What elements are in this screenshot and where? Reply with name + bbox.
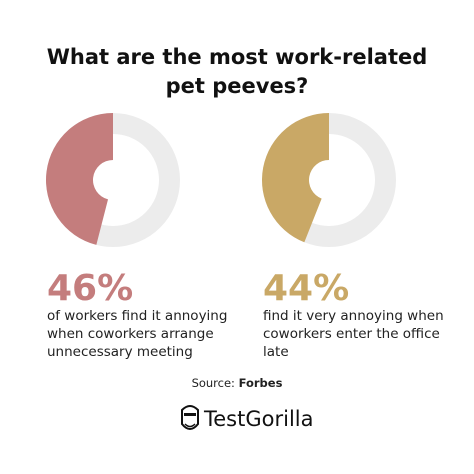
description: unnecessary meeting	[47, 344, 193, 360]
value-label: 46%	[47, 268, 133, 309]
donut-segment	[261, 113, 329, 243]
logo-icon	[181, 405, 199, 430]
description: find it very annoying when	[263, 308, 444, 324]
source-name: Forbes	[239, 376, 283, 390]
description: coworkers enter the office	[263, 326, 440, 342]
description: late	[263, 344, 289, 360]
description: when coworkers arrange	[47, 326, 214, 342]
donut-segment	[46, 113, 113, 245]
source: Source: Forbes	[192, 376, 283, 390]
brand: TestGorilla	[203, 407, 313, 431]
description: of workers find it annoying	[47, 308, 227, 324]
value-label: 44%	[263, 268, 349, 309]
title: What are the most work-related	[47, 45, 428, 69]
source-label: Source:	[192, 376, 235, 390]
title: pet peeves?	[166, 74, 309, 98]
